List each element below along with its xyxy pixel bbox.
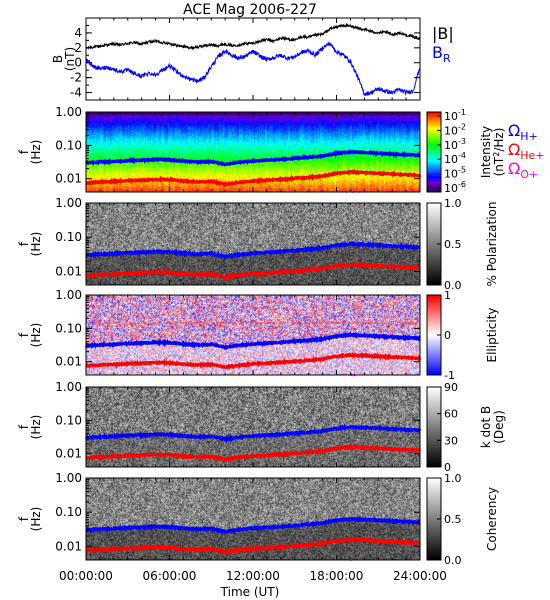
side-label-omega-h-plus: ΩH+	[508, 121, 538, 143]
panel-3-trace-h-plus	[85, 240, 421, 260]
panel-2-colorbar-tick-label: 10-2	[444, 122, 466, 137]
panel-2: 1.00 0.10 0.01 f(Hz) 10-110-210-310-410-510-…	[17, 105, 545, 195]
panel-6-ylabel: f(Hz)	[17, 507, 43, 532]
chart-title: ACE Mag 2006-227	[183, 2, 317, 18]
panel-3-trace-he-plus	[85, 261, 421, 281]
panel-4-trace-he-plus	[85, 351, 422, 371]
panel-2-colorbar-tick-label: 10-3	[444, 137, 466, 152]
panel-5-trace-he-plus	[85, 443, 422, 463]
panel-4-ytick-label: 1.00	[55, 288, 82, 302]
side-label-omega-o-plus: ΩO+	[508, 159, 538, 181]
panel-3: 1.00 0.10 0.01 f(Hz) 1.0 0.5 0.0 % Polarization	[17, 196, 499, 292]
panel-2-trace-h-plus	[84, 149, 421, 167]
panel-4-colorbar-label: Ellipticity	[485, 308, 499, 363]
panel-4-ytick-label: 0.10	[55, 321, 82, 335]
panel-2-ytick-label: 0.01	[55, 172, 82, 186]
panel-4-colorbar-tick-label: -1	[444, 369, 455, 382]
x-tick-label: 12:00:00	[226, 569, 280, 583]
panel-6-ytick-label: 0.10	[55, 505, 82, 519]
panel-6-trace-h-plus	[85, 516, 421, 535]
panel-3-ytick-label: 1.00	[55, 196, 82, 210]
panel-3-colorbar-tick-label: 1.0	[444, 197, 462, 210]
panel-6-ytick-label: 0.01	[55, 539, 82, 553]
panel-3-colorbar-tick-label: 0.5	[444, 238, 462, 251]
panel-1-ytick-label: 2	[74, 41, 82, 55]
panel-2-ytick-label: 1.00	[55, 105, 82, 119]
panel-5-colorbar-tick-label: 90	[444, 381, 458, 394]
panel-6-trace-he-plus	[85, 536, 421, 556]
panel-2-colorbar-tick-label: 10-5	[444, 166, 466, 181]
x-tick-label: 00:00:00	[59, 569, 113, 583]
panel-5-trace-h-plus	[84, 423, 422, 444]
panel-2-colorbar-frame	[426, 111, 442, 193]
panel-6-colorbar-label: Coherency	[485, 487, 499, 551]
panel-5-colorbar-frame	[426, 386, 442, 468]
panel-5: 1.00 0.10 0.01 f(Hz) 90 60 30 0 k dot B(Deg)	[17, 380, 506, 474]
panel-2-colorbar-tick-label: 10-6	[444, 180, 466, 195]
panel-1-ytick-label: -2	[70, 71, 82, 85]
panel-2-colorbar-tick-label: 10-1	[444, 108, 466, 123]
panel-2-colorbar	[427, 112, 441, 192]
x-tick-label: 18:00:00	[310, 569, 364, 583]
panel-3-ylabel: f(Hz)	[17, 232, 43, 257]
legend-b-magnitude: |B|	[432, 24, 454, 43]
x-axis-label: Time (UT)	[220, 585, 280, 599]
panel-3-colorbar-tick-label: 0.0	[444, 279, 462, 292]
panel-1-ytick-label: -4	[70, 86, 82, 100]
series-b-magnitude-line	[85, 22, 421, 51]
panel-5-colorbar-tick-label: 0	[444, 461, 451, 474]
side-label-omega-he-plus: ΩHe+	[508, 140, 545, 162]
panel-4-colorbar	[427, 295, 441, 375]
panel-4-ytick-label: 0.01	[55, 355, 82, 369]
panel-5-ytick-label: 0.10	[55, 413, 82, 427]
panel-2-colorbar-tick-label: 10-4	[444, 151, 466, 166]
series-b-r-line	[85, 42, 421, 96]
panel-5-ylabel: f(Hz)	[17, 415, 43, 440]
panel-5-colorbar-tick-label: 30	[444, 434, 458, 447]
panel-2-ytick-label: 0.10	[55, 138, 82, 152]
panel-4-colorbar-tick-label: 0	[444, 329, 451, 342]
panel-2-trace-he-plus	[84, 169, 422, 188]
panel-1-ytick-label: 0	[74, 56, 82, 70]
panel-5-colorbar-label: k dot B(Deg)	[479, 406, 506, 448]
panel-1-ytick-label: 4	[74, 26, 82, 40]
panel-2-colorbar-label: Intensity(nT2/Hz)	[479, 126, 506, 178]
legend-b-r: BR	[432, 43, 451, 65]
panel-6-colorbar-tick-label: 0.5	[444, 513, 462, 526]
panel-4: 1.00 0.10 0.01 f(Hz) 1 0 -1 Ellipticity	[17, 288, 499, 382]
panel-3-ytick-label: 0.10	[55, 230, 82, 244]
panel-5-colorbar-tick-label: 60	[444, 408, 458, 421]
panel-3-colorbar-label: % Polarization	[485, 202, 499, 287]
panel-5-ytick-label: 0.01	[55, 447, 82, 461]
panel-5-colorbar	[427, 387, 441, 467]
x-tick-label: 24:00:00	[393, 569, 447, 583]
x-tick-label: 06:00:00	[143, 569, 197, 583]
panel-3-colorbar	[427, 203, 441, 285]
panels: -4-2024B(nT)|B|BR1.000.100.01f(Hz)10-110…	[17, 17, 545, 583]
panel-6-colorbar	[427, 478, 441, 560]
panel-5-ytick-label: 1.00	[55, 380, 82, 394]
panel-2-ylabel: f(Hz)	[17, 140, 43, 165]
panel-3-ytick-label: 0.01	[55, 264, 82, 278]
panel-4-trace-h-plus	[84, 331, 421, 350]
panel-4-ylabel: f(Hz)	[17, 323, 43, 348]
panel-1-ylabel: B(nT)	[51, 47, 77, 71]
panel-6-ytick-label: 1.00	[55, 471, 82, 485]
panel-6: 1.00 0.10 0.01 f(Hz) 1.0 0.5 0.0 Coherency	[17, 471, 499, 567]
panel-6-colorbar-tick-label: 1.0	[444, 472, 462, 485]
panel-6-colorbar-tick-label: 0.0	[444, 554, 462, 567]
panel-4-colorbar-tick-label: 1	[444, 289, 451, 302]
